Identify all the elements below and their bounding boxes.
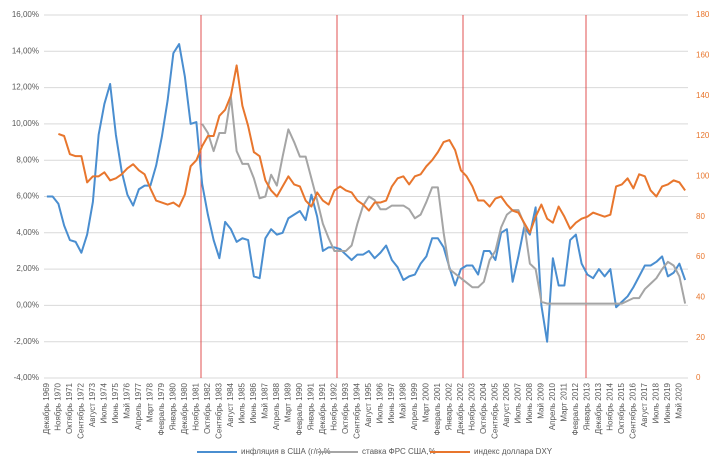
x-tick-label: Август 1973 xyxy=(88,382,97,427)
x-tick-label: Июль 2007 xyxy=(513,382,522,423)
x-tick-label: Июнь 1975 xyxy=(111,382,120,423)
y2-tick-label: 160 xyxy=(696,50,710,59)
x-tick-label: Июль 2018 xyxy=(651,382,660,423)
x-tick-label: Декабрь 1980 xyxy=(180,382,189,434)
y-tick-label: 8,00% xyxy=(16,155,39,164)
x-tick-label: Июль 1985 xyxy=(237,382,246,423)
x-tick-label: Сентябрь 1983 xyxy=(214,382,223,438)
y2-tick-label: 140 xyxy=(696,91,710,100)
x-tick-label: Декабрь 1991 xyxy=(318,382,327,434)
x-tick-label: Август 1995 xyxy=(364,382,373,427)
x-tick-label: Ноябрь 2014 xyxy=(605,382,614,430)
y2-tick-label: 180 xyxy=(696,10,710,19)
x-tick-label: Май 1987 xyxy=(260,382,269,418)
x-tick-label: Апрель 1977 xyxy=(134,382,143,430)
y-tick-label: -4,00% xyxy=(14,373,39,382)
grid xyxy=(44,14,688,379)
series-line xyxy=(46,43,687,343)
y-tick-label: 12,00% xyxy=(12,83,39,92)
x-tick-label: Июнь 2019 xyxy=(663,382,672,423)
y2-tick-label: 100 xyxy=(696,171,710,180)
y-tick-label: 2,00% xyxy=(16,264,39,273)
x-tick-label: Август 2006 xyxy=(502,382,511,427)
x-tick-label: Март 1978 xyxy=(145,382,154,422)
x-tick-label: Сентябрь 2005 xyxy=(490,382,499,438)
x-tick-label: Сентябрь 2016 xyxy=(628,382,637,438)
x-tick-label: Август 2017 xyxy=(640,382,649,427)
legend-label: индекс доллара DXY xyxy=(474,447,553,456)
x-tick-label: Март 2000 xyxy=(421,382,430,422)
x-tick-label: Апрель 1999 xyxy=(410,382,419,430)
x-tick-label: Январь 1980 xyxy=(168,382,177,430)
x-tick-label: Июнь 1997 xyxy=(387,382,396,423)
x-tick-label: Октябрь 2015 xyxy=(617,382,626,434)
x-tick-label: Декабрь 2013 xyxy=(594,382,603,434)
x-tick-label: Апрель 2010 xyxy=(548,382,557,430)
x-tick-label: Ноябрь 1981 xyxy=(191,382,200,430)
x-tick-label: Февраль 2012 xyxy=(571,382,580,435)
x-tick-label: Март 2011 xyxy=(559,382,568,421)
x-tick-label: Май 1998 xyxy=(398,382,407,418)
x-tick-label: Июль 1974 xyxy=(99,382,108,423)
legend-item: индекс доллара DXY xyxy=(430,447,553,456)
y2-tick-label: 60 xyxy=(696,252,705,261)
legend-item: инфляция в США (г/г),% xyxy=(197,447,331,456)
y2-tick-label: 120 xyxy=(696,131,710,140)
x-tick-label: Июнь 1986 xyxy=(249,382,258,423)
x-tick-label: Октябрь 1982 xyxy=(203,382,212,434)
x-tick-label: Октябрь 1971 xyxy=(65,382,74,434)
x-tick-label: Февраль 2001 xyxy=(433,382,442,435)
x-tick-label: Ноябрь 1970 xyxy=(53,382,62,430)
x-tick-label: Январь 1991 xyxy=(306,382,315,430)
x-tick-label: Ноябрь 1992 xyxy=(329,382,338,430)
x-tick-label: Сентябрь 1994 xyxy=(352,382,361,438)
x-tick-label: Октябрь 1993 xyxy=(341,382,350,434)
y2-tick-label: 40 xyxy=(696,292,705,301)
y-tick-label: 0,00% xyxy=(16,301,39,310)
x-tick-label: Октябрь 2004 xyxy=(479,382,488,434)
x-tick-label: Май 2009 xyxy=(536,382,545,418)
x-tick-label: Декабрь 2002 xyxy=(456,382,465,434)
x-tick-label: Сентябрь 1972 xyxy=(76,382,85,438)
x-tick-label: Январь 2002 xyxy=(444,382,453,430)
x-tick-label: Февраль 1990 xyxy=(295,382,304,435)
legend-label: инфляция в США (г/г),% xyxy=(241,447,331,456)
x-tick-label: Февраль 1979 xyxy=(157,382,166,435)
x-tick-label: Август 1984 xyxy=(226,382,235,427)
y-tick-label: 6,00% xyxy=(16,192,39,201)
x-tick-label: Июль 1996 xyxy=(375,382,384,423)
y-tick-label: 10,00% xyxy=(12,119,39,128)
x-tick-label: Май 1976 xyxy=(122,382,131,418)
x-tick-label: Апрель 1988 xyxy=(272,382,281,430)
y2-tick-label: 80 xyxy=(696,212,705,221)
y2-tick-label: 0 xyxy=(696,373,701,382)
y2-tick-label: 20 xyxy=(696,333,705,342)
x-tick-label: Ноябрь 2003 xyxy=(467,382,476,430)
x-tick-label: Март 1989 xyxy=(283,382,292,422)
series-line xyxy=(201,95,687,305)
y-tick-label: -2,00% xyxy=(14,337,39,346)
x-tick-label: Июнь 2008 xyxy=(525,382,534,423)
y-tick-label: 16,00% xyxy=(12,10,39,19)
x-tick-label: Январь 2013 xyxy=(582,382,591,430)
y-tick-label: 14,00% xyxy=(12,46,39,55)
x-tick-label: Май 2020 xyxy=(674,382,683,418)
y-tick-label: 4,00% xyxy=(16,228,39,237)
x-tick-label: Декабрь 1969 xyxy=(42,382,51,434)
legend-item: ставка ФРС США,% xyxy=(318,447,436,456)
legend-label: ставка ФРС США,% xyxy=(362,447,436,456)
reference-lines xyxy=(200,15,587,378)
series-line xyxy=(58,64,686,234)
